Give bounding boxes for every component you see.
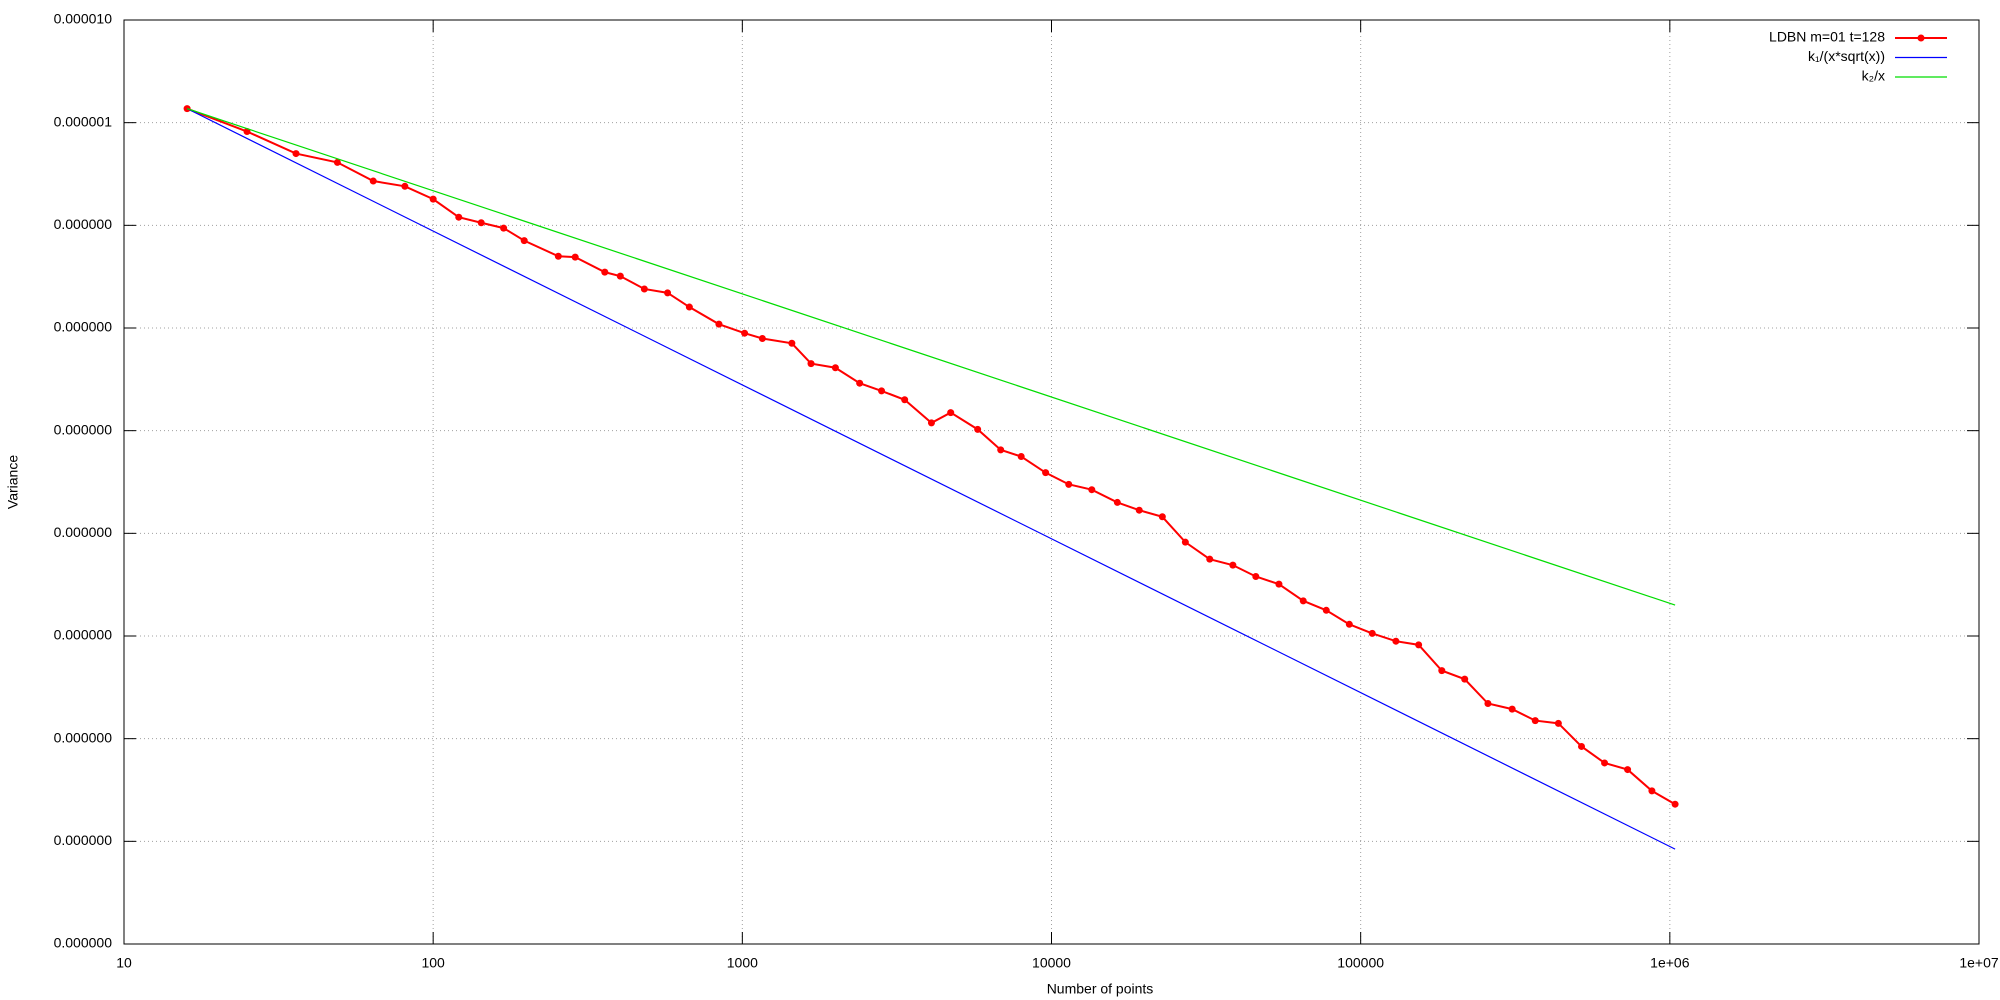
data-point xyxy=(1322,606,1330,614)
data-point xyxy=(429,195,437,203)
data-point xyxy=(1461,675,1469,683)
y-tick-label: 0.000000 xyxy=(54,832,113,848)
data-point xyxy=(1206,555,1214,563)
data-point xyxy=(831,364,839,372)
data-point xyxy=(477,219,485,227)
data-point xyxy=(741,329,749,337)
data-point xyxy=(1113,498,1121,506)
data-point xyxy=(1181,538,1189,546)
data-point xyxy=(1554,719,1562,727)
data-point xyxy=(997,446,1005,454)
legend-marker xyxy=(1917,34,1925,42)
data-point xyxy=(1531,717,1539,725)
series-line xyxy=(186,107,1676,806)
data-point xyxy=(878,387,886,395)
data-point xyxy=(664,289,672,297)
y-tick-label: 0.000010 xyxy=(54,11,113,27)
legend-label: LDBN m=01 t=128 xyxy=(1769,29,1885,45)
y-tick-label: 0.000000 xyxy=(54,627,113,643)
data-point xyxy=(401,182,409,190)
data-point xyxy=(1648,787,1656,795)
data-point xyxy=(788,339,796,347)
data-point xyxy=(1065,480,1073,488)
x-tick-label: 10 xyxy=(116,955,132,971)
data-point xyxy=(1484,700,1492,708)
data-point xyxy=(1671,800,1679,808)
data-point xyxy=(1624,766,1632,774)
y-axis-label: Variance xyxy=(5,455,21,509)
data-point xyxy=(758,335,766,343)
series-line xyxy=(186,108,1676,850)
data-point xyxy=(1135,506,1143,514)
data-point xyxy=(571,253,579,261)
x-tick-label: 10000 xyxy=(1032,955,1071,971)
y-tick-label: 0.000000 xyxy=(54,524,113,540)
plot-frame xyxy=(123,19,1980,945)
legend-label: k₁/(x*sqrt(x)) xyxy=(1808,48,1885,64)
data-point xyxy=(685,303,693,311)
y-tick-label: 0.000000 xyxy=(54,729,113,745)
data-point xyxy=(715,320,723,328)
data-point xyxy=(1601,759,1609,767)
data-point xyxy=(1158,513,1166,521)
data-point xyxy=(1088,486,1096,494)
data-point xyxy=(1229,561,1237,569)
y-tick-label: 0.000000 xyxy=(54,216,113,232)
data-point xyxy=(1438,667,1446,675)
data-point xyxy=(500,224,508,232)
data-point xyxy=(369,177,377,185)
data-point xyxy=(1275,580,1283,588)
data-point xyxy=(1345,620,1353,628)
data-point xyxy=(554,252,562,260)
data-point xyxy=(901,396,909,404)
y-tick-label: 0.000000 xyxy=(54,935,113,951)
x-tick-label: 1e+07 xyxy=(1959,955,1999,971)
data-point xyxy=(1252,572,1260,580)
data-point xyxy=(1415,641,1423,649)
x-tick-label: 100 xyxy=(421,955,445,971)
data-point xyxy=(947,409,955,417)
x-tick-label: 1000 xyxy=(727,955,758,971)
data-point xyxy=(1368,629,1376,637)
data-point xyxy=(455,213,463,221)
data-point xyxy=(520,237,528,245)
data-point xyxy=(1578,742,1586,750)
data-point xyxy=(333,158,341,166)
y-tick-label: 0.000000 xyxy=(54,421,113,437)
data-point xyxy=(807,360,815,368)
series-line xyxy=(186,108,1676,606)
y-tick-label: 0.000001 xyxy=(54,113,113,129)
y-tick-label: 0.000000 xyxy=(54,319,113,335)
legend-label: k₂/x xyxy=(1862,68,1885,84)
data-point xyxy=(616,272,624,280)
data-point xyxy=(1508,705,1516,713)
x-tick-label: 100000 xyxy=(1337,955,1384,971)
data-point xyxy=(1299,597,1307,605)
data-point xyxy=(856,379,864,387)
x-tick-label: 1e+06 xyxy=(1650,955,1690,971)
x-axis-label: Number of points xyxy=(1047,981,1154,997)
data-point xyxy=(292,150,300,158)
data-point xyxy=(601,268,609,276)
data-point xyxy=(927,419,935,427)
data-point xyxy=(1042,469,1050,477)
data-point xyxy=(1017,453,1025,461)
data-point xyxy=(974,425,982,433)
data-point xyxy=(640,285,648,293)
data-point xyxy=(1392,637,1400,645)
